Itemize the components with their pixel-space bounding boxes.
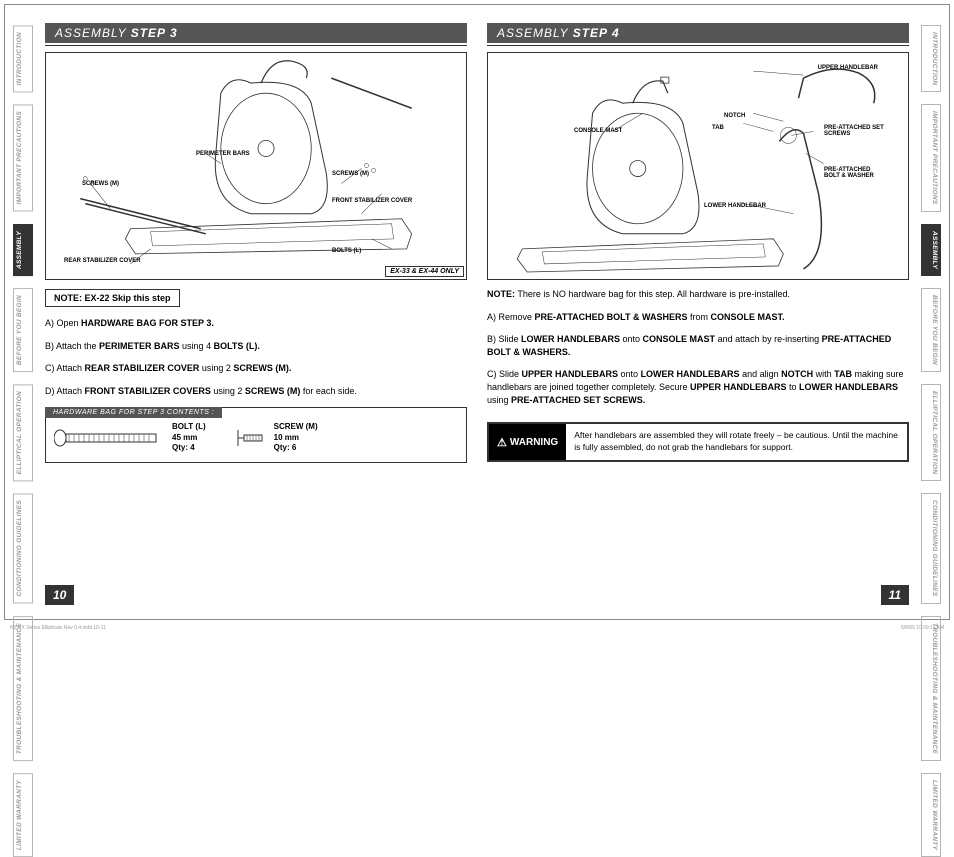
- content-area: ASSEMBLY STEP 3: [45, 23, 909, 589]
- left-tabs: INTRODUCTION IMPORTANT PRECAUTIONS ASSEM…: [13, 25, 33, 857]
- model-badge: EX-33 & EX-44 ONLY: [385, 266, 464, 277]
- step-c-r: C) Slide UPPER HANDLEBARS onto LOWER HAN…: [487, 368, 909, 406]
- lbl-upper-hb: UPPER HANDLEBAR: [818, 65, 878, 71]
- diagram-step4: UPPER HANDLEBAR CONSOLE MAST NOTCH TAB P…: [487, 52, 909, 280]
- title-prefix: ASSEMBLY: [55, 26, 131, 40]
- lbl-bolt-washer: PRE-ATTACHED BOLT & WASHER: [824, 167, 884, 179]
- lbl-screws-ml: SCREWS (M): [82, 181, 119, 187]
- tab-operation-l: ELLIPTICAL OPERATION: [13, 384, 33, 481]
- tab-operation-r: ELLIPTICAL OPERATION: [921, 384, 941, 481]
- elliptical-diagram-4: [488, 53, 908, 279]
- hw-bolt: BOLT (L)45 mmQty: 4: [54, 422, 206, 453]
- tab-trouble-l: TROUBLESHOOTING & MAINTENANCE: [13, 616, 33, 761]
- title-bold: STEP 3: [131, 26, 178, 40]
- title-step3: ASSEMBLY STEP 3: [45, 23, 467, 43]
- tab-precautions-r: IMPORTANT PRECAUTIONS: [921, 104, 941, 211]
- page-container: INTRODUCTION IMPORTANT PRECAUTIONS ASSEM…: [4, 4, 950, 620]
- step-b-l: B) Attach the PERIMETER BARS using 4 BOL…: [45, 340, 467, 353]
- title-prefix-r: ASSEMBLY: [497, 26, 573, 40]
- tab-assembly-r: ASSEMBLY: [921, 224, 941, 276]
- diagram-step3: PERIMETER BARS SCREWS (M) SCREWS (M) FRO…: [45, 52, 467, 280]
- screw-icon: [236, 428, 266, 448]
- tab-before-r: BEFORE YOU BEGIN: [921, 288, 941, 372]
- tab-warranty-l: LIMITED WARRANTY: [13, 773, 33, 857]
- note-line-r: NOTE: There is NO hardware bag for this …: [487, 288, 909, 301]
- lbl-screws-mr: SCREWS (M): [332, 171, 369, 177]
- page-num-11: 11: [881, 585, 909, 605]
- footer-file: HZ EX Series Ellipticals Rev 0.4.indd 10…: [10, 625, 106, 631]
- step-c-l: C) Attach REAR STABILIZER COVER using 2 …: [45, 362, 467, 375]
- step-b-r: B) Slide LOWER HANDLEBARS onto CONSOLE M…: [487, 333, 909, 358]
- tab-before-l: BEFORE YOU BEGIN: [13, 288, 33, 372]
- lbl-console: CONSOLE MAST: [574, 128, 622, 134]
- lbl-front-cover: FRONT STABILIZER COVER: [332, 198, 412, 204]
- lbl-set-screws: PRE-ATTACHED SET SCREWS: [824, 125, 884, 137]
- warning-label: WARNING: [489, 424, 566, 460]
- title-underline-l: [45, 45, 467, 46]
- step-d-l: D) Attach FRONT STABILIZER COVERS using …: [45, 385, 467, 398]
- hw-bolt-text: BOLT (L)45 mmQty: 4: [172, 422, 206, 453]
- right-tabs: INTRODUCTION IMPORTANT PRECAUTIONS ASSEM…: [921, 25, 941, 857]
- right-column: ASSEMBLY STEP 4: [487, 23, 909, 589]
- lbl-lower-hb: LOWER HANDLEBAR: [704, 203, 766, 209]
- warning-box: WARNING After handlebars are assembled t…: [487, 422, 909, 462]
- hw-title: HARDWARE BAG FOR STEP 3 CONTENTS :: [45, 407, 222, 418]
- footer-date: 6/8/05 10:09:11 AM: [901, 625, 944, 631]
- lbl-rear-cover: REAR STABILIZER COVER: [64, 258, 141, 264]
- title-step4: ASSEMBLY STEP 4: [487, 23, 909, 43]
- hw-screw-text: SCREW (M)10 mmQty: 6: [274, 422, 318, 453]
- tab-introduction-l: INTRODUCTION: [13, 25, 33, 92]
- footer: HZ EX Series Ellipticals Rev 0.4.indd 10…: [10, 625, 944, 631]
- hw-screw: SCREW (M)10 mmQty: 6: [236, 422, 318, 453]
- note-box-skip: NOTE: EX-22 Skip this step: [45, 289, 180, 307]
- tab-trouble-r: TROUBLESHOOTING & MAINTENANCE: [921, 616, 941, 761]
- lbl-notch: NOTCH: [724, 113, 745, 119]
- tab-introduction-r: INTRODUCTION: [921, 25, 941, 92]
- tab-precautions-l: IMPORTANT PRECAUTIONS: [13, 104, 33, 211]
- lbl-tab: TAB: [712, 125, 724, 131]
- warning-text: After handlebars are assembled they will…: [566, 424, 907, 460]
- elliptical-diagram-3: [46, 53, 466, 279]
- lbl-bolts: BOLTS (L): [332, 248, 361, 254]
- lbl-perimeter: PERIMETER BARS: [196, 151, 250, 157]
- tab-assembly-l: ASSEMBLY: [13, 224, 33, 276]
- title-bold-r: STEP 4: [573, 26, 620, 40]
- left-column: ASSEMBLY STEP 3: [45, 23, 467, 589]
- tab-warranty-r: LIMITED WARRANTY: [921, 773, 941, 857]
- tab-conditioning-r: CONDITIONING GUIDELINES: [921, 493, 941, 603]
- step-a-l: A) Open HARDWARE BAG FOR STEP 3.: [45, 317, 467, 330]
- hardware-box: HARDWARE BAG FOR STEP 3 CONTENTS : BOLT …: [45, 407, 467, 462]
- title-underline-r: [487, 45, 909, 46]
- step-a-r: A) Remove PRE-ATTACHED BOLT & WASHERS fr…: [487, 311, 909, 324]
- bolt-icon: [54, 428, 164, 448]
- tab-conditioning-l: CONDITIONING GUIDELINES: [13, 493, 33, 603]
- page-num-10: 10: [45, 585, 74, 605]
